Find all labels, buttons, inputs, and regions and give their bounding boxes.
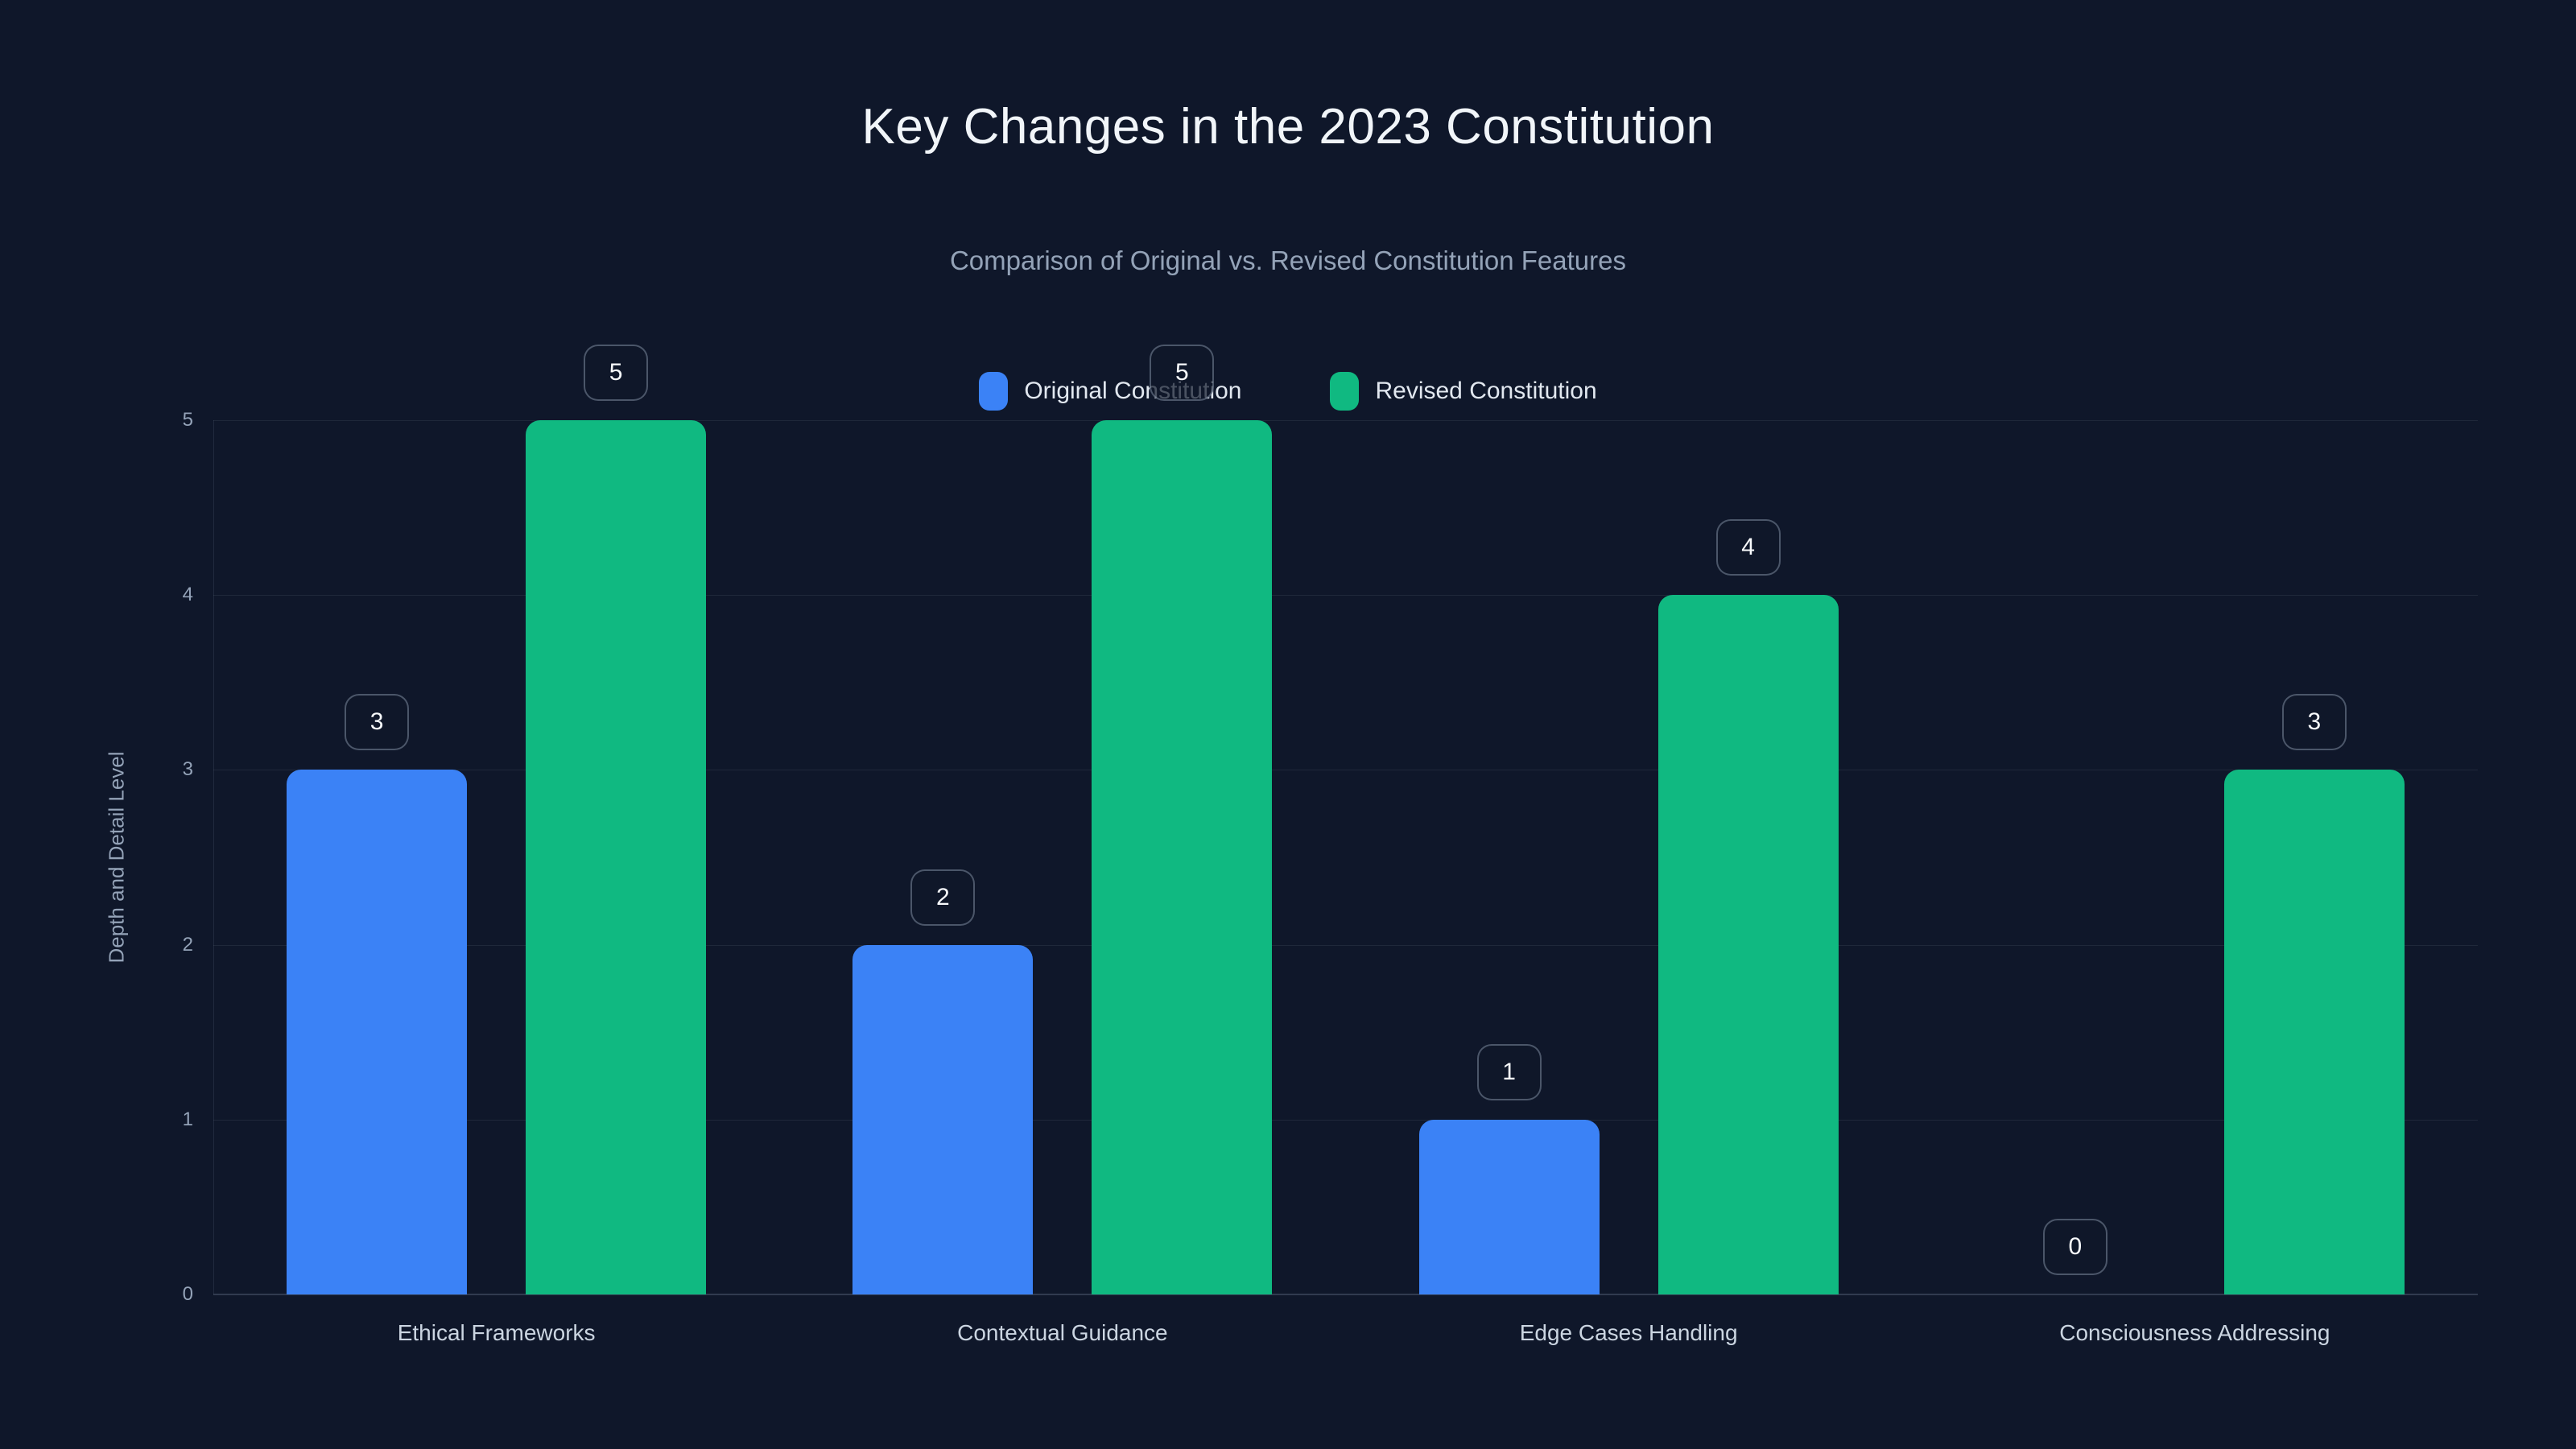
- value-badge: 3: [345, 694, 410, 751]
- value-badge: 3: [2281, 694, 2347, 751]
- legend-swatch-icon-revised-constitution: [1330, 372, 1360, 411]
- legend-label: Revised Constitution: [1375, 378, 1597, 404]
- y-tick-label: 5: [182, 409, 193, 431]
- gridline: [213, 420, 2478, 421]
- y-tick-label: 1: [182, 1108, 193, 1130]
- y-tick-label: 2: [182, 933, 193, 956]
- legend-swatch-icon-original-constitution: [979, 372, 1009, 411]
- bar-revised-constitution-contextual-guidance[interactable]: [1092, 420, 1273, 1294]
- x-axis-line: [213, 1294, 2478, 1295]
- y-tick-label: 4: [182, 584, 193, 606]
- y-tick-label: 3: [182, 758, 193, 781]
- value-badge: 5: [1150, 345, 1215, 401]
- chart-title: Key Changes in the 2023 Constitution: [861, 99, 1715, 155]
- gridline: [213, 944, 2478, 946]
- x-axis-label: Consciousness Addressing: [2059, 1320, 2330, 1345]
- bar-original-constitution-ethical-frameworks[interactable]: [287, 770, 468, 1294]
- value-badge: 5: [584, 345, 649, 401]
- value-badge: 0: [2042, 1219, 2107, 1275]
- y-tick-label: 0: [182, 1283, 193, 1305]
- gridline: [213, 1119, 2478, 1121]
- bar-revised-constitution-consciousness-addressing[interactable]: [2223, 770, 2405, 1294]
- value-badge: 4: [1715, 519, 1781, 576]
- bar-original-constitution-edge-cases-handling[interactable]: [1418, 1119, 1600, 1294]
- gridline: [213, 595, 2478, 597]
- bar-revised-constitution-edge-cases-handling[interactable]: [1657, 595, 1839, 1294]
- x-axis-label: Ethical Frameworks: [397, 1320, 596, 1345]
- value-badge: 1: [1476, 1043, 1542, 1100]
- bar-original-constitution-contextual-guidance[interactable]: [852, 944, 1034, 1294]
- y-axis-line: [213, 420, 214, 1294]
- x-axis-label: Contextual Guidance: [957, 1320, 1168, 1345]
- chart-subtitle: Comparison of Original vs. Revised Const…: [949, 246, 1627, 275]
- value-badge: 2: [910, 869, 976, 926]
- x-axis-label: Edge Cases Handling: [1519, 1320, 1738, 1345]
- y-axis-title: Depth and Detail Level: [104, 751, 129, 964]
- legend-item-revised-constitution[interactable]: Revised Constitution: [1330, 372, 1597, 411]
- bar-revised-constitution-ethical-frameworks[interactable]: [526, 420, 707, 1294]
